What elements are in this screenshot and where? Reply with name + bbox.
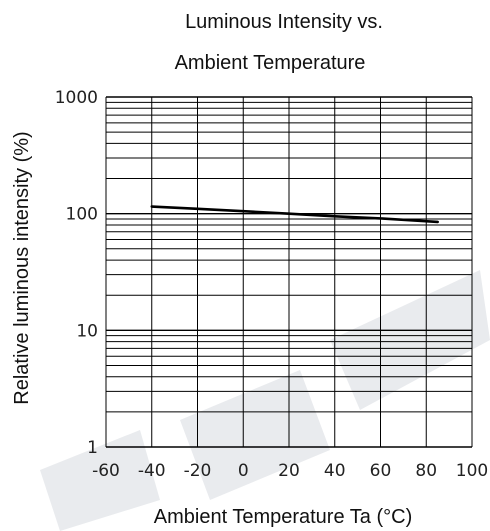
x-tick-label: 20: [278, 461, 300, 481]
x-tick-label: -20: [184, 461, 212, 481]
y-axis-title: Relative luminous intensity (%): [11, 131, 33, 404]
y-tick-label: 10: [76, 321, 98, 341]
x-tick-label: -60: [92, 461, 120, 481]
series-layer: [150, 205, 440, 224]
x-tick-label: 40: [324, 461, 346, 481]
chart-title-line-1: Luminous Intensity vs.: [185, 11, 383, 33]
tick-labels: -60 -40 -20 0 20 40 60 80 100 1 10 100 1000: [55, 88, 488, 481]
watermark-graphic: [40, 270, 490, 531]
x-tick-label: 100: [456, 461, 488, 481]
y-tick-label: 1000: [55, 88, 98, 108]
series-line: [150, 205, 440, 224]
x-tick-label: 80: [415, 461, 437, 481]
x-tick-label: 0: [238, 461, 249, 481]
grid: [105, 96, 473, 448]
x-tick-label: -40: [138, 461, 166, 481]
y-tick-label: 1: [87, 438, 98, 458]
chart-title-line-2: Ambient Temperature: [175, 52, 366, 74]
x-tick-label: 60: [370, 461, 392, 481]
x-axis-title: Ambient Temperature Ta (°C): [154, 506, 412, 528]
y-tick-label: 100: [66, 205, 98, 225]
